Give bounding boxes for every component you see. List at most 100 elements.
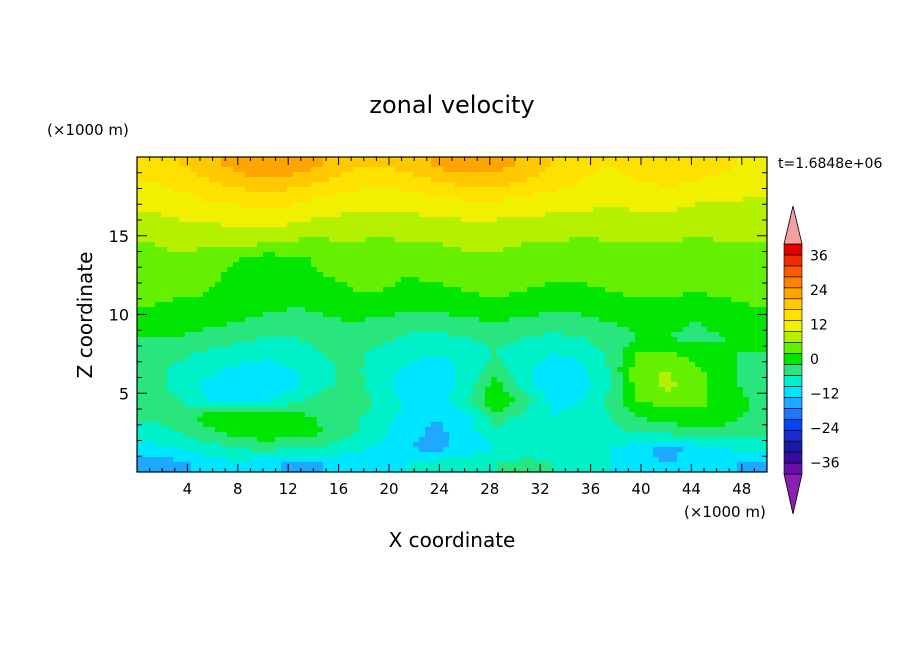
field-cell bbox=[521, 277, 528, 283]
field-cell bbox=[539, 297, 546, 303]
field-cell bbox=[269, 337, 276, 343]
field-cell bbox=[557, 357, 564, 363]
field-cell bbox=[611, 157, 618, 163]
field-cell bbox=[425, 312, 432, 318]
field-cell bbox=[623, 357, 630, 363]
field-cell bbox=[443, 207, 450, 213]
field-cell bbox=[587, 182, 594, 188]
field-cell bbox=[611, 387, 618, 393]
field-cell bbox=[551, 192, 558, 198]
field-cell bbox=[737, 362, 744, 368]
field-cell bbox=[719, 377, 726, 383]
field-cell bbox=[269, 312, 276, 318]
field-cell bbox=[641, 197, 648, 203]
field-cell bbox=[245, 177, 252, 183]
field-cell bbox=[683, 372, 690, 378]
field-cell bbox=[371, 322, 378, 328]
field-cell bbox=[713, 337, 720, 343]
field-cell bbox=[713, 382, 720, 388]
field-cell bbox=[311, 352, 318, 358]
field-cell bbox=[305, 282, 312, 288]
field-cell bbox=[329, 342, 336, 348]
field-cell bbox=[599, 242, 606, 248]
field-cell bbox=[437, 157, 444, 163]
field-cell bbox=[647, 307, 654, 313]
field-cell bbox=[155, 192, 162, 198]
field-cell bbox=[611, 382, 618, 388]
field-cell bbox=[581, 322, 588, 328]
field-cell bbox=[143, 332, 150, 338]
field-cell bbox=[719, 177, 726, 183]
field-cell bbox=[365, 202, 372, 208]
field-cell bbox=[641, 162, 648, 168]
field-cell bbox=[473, 392, 480, 398]
field-cell bbox=[329, 312, 336, 318]
field-cell bbox=[695, 297, 702, 303]
field-cell bbox=[671, 332, 678, 338]
field-cell bbox=[251, 217, 258, 223]
field-cell bbox=[269, 382, 276, 388]
field-cell bbox=[287, 297, 294, 303]
field-cell bbox=[179, 342, 186, 348]
field-cell bbox=[323, 162, 330, 168]
field-cell bbox=[695, 287, 702, 293]
field-cell bbox=[467, 267, 474, 273]
field-cell bbox=[335, 202, 342, 208]
field-cell bbox=[485, 272, 492, 278]
field-cell bbox=[287, 287, 294, 293]
field-cell bbox=[743, 172, 750, 178]
field-cell bbox=[419, 327, 426, 333]
field-cell bbox=[281, 227, 288, 233]
field-cell bbox=[665, 347, 672, 353]
field-cell bbox=[269, 202, 276, 208]
field-cell bbox=[581, 282, 588, 288]
field-cell bbox=[365, 347, 372, 353]
field-cell bbox=[737, 232, 744, 238]
field-cell bbox=[617, 237, 624, 243]
field-cell bbox=[341, 262, 348, 268]
field-cell bbox=[395, 157, 402, 163]
field-cell bbox=[611, 347, 618, 353]
field-cell bbox=[755, 232, 762, 238]
field-cell bbox=[143, 227, 150, 233]
field-cell bbox=[725, 287, 732, 293]
field-cell bbox=[365, 252, 372, 258]
field-cell bbox=[431, 227, 438, 233]
field-cell bbox=[689, 312, 696, 318]
field-cell bbox=[623, 382, 630, 388]
field-cell bbox=[713, 342, 720, 348]
field-cell bbox=[257, 167, 264, 173]
field-cell bbox=[329, 292, 336, 298]
field-cell bbox=[665, 352, 672, 358]
field-cell bbox=[713, 367, 720, 373]
field-cell bbox=[743, 327, 750, 333]
field-cell bbox=[707, 287, 714, 293]
field-cell bbox=[611, 182, 618, 188]
field-cell bbox=[173, 307, 180, 313]
field-cell bbox=[227, 392, 234, 398]
field-cell bbox=[467, 317, 474, 323]
field-cell bbox=[317, 292, 324, 298]
field-cell bbox=[581, 187, 588, 193]
field-cell bbox=[731, 277, 738, 283]
field-cell bbox=[269, 237, 276, 243]
field-cell bbox=[503, 197, 510, 203]
field-cell bbox=[263, 232, 270, 238]
field-cell bbox=[653, 277, 660, 283]
field-cell bbox=[341, 332, 348, 338]
field-cell bbox=[689, 322, 696, 328]
field-cell bbox=[425, 182, 432, 188]
field-cell bbox=[185, 282, 192, 288]
field-cell bbox=[629, 387, 636, 393]
field-cell bbox=[575, 342, 582, 348]
field-cell bbox=[677, 287, 684, 293]
field-cell bbox=[317, 277, 324, 283]
field-cell bbox=[467, 337, 474, 343]
field-cell bbox=[635, 242, 642, 248]
field-cell bbox=[305, 277, 312, 283]
field-cell bbox=[479, 197, 486, 203]
field-cell bbox=[209, 367, 216, 373]
field-cell bbox=[605, 227, 612, 233]
field-cell bbox=[257, 217, 264, 223]
field-cell bbox=[197, 232, 204, 238]
